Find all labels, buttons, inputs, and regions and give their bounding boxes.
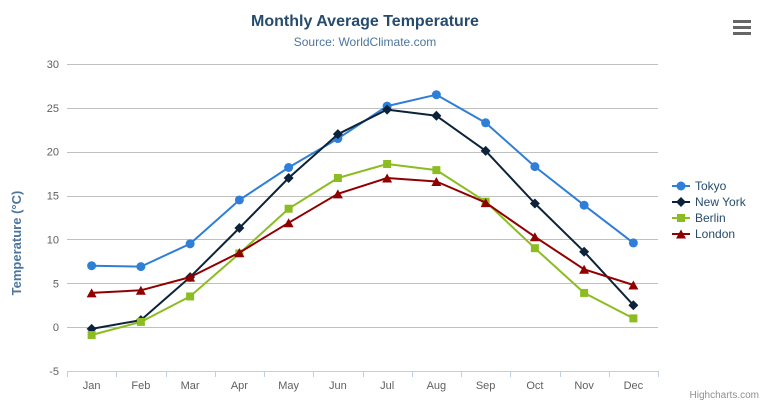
series-marker-london[interactable] — [431, 177, 442, 187]
series-marker-london[interactable] — [579, 264, 590, 274]
x-axis-label: Sep — [476, 380, 496, 392]
series-marker-berlin[interactable] — [629, 314, 638, 323]
x-axis-label: Jun — [329, 380, 347, 392]
hamburger-icon — [733, 26, 751, 29]
series-line-tokyo — [90, 93, 635, 268]
series-marker-new-york[interactable] — [579, 246, 590, 257]
series-marker-new-york[interactable] — [283, 173, 294, 184]
series-line-berlin — [90, 163, 635, 336]
series-marker-berlin[interactable] — [87, 331, 96, 340]
x-axis-label: Aug — [427, 380, 447, 392]
x-axis-label: Apr — [231, 380, 248, 392]
series-marker-berlin[interactable] — [432, 166, 441, 175]
series-marker-london[interactable] — [135, 285, 146, 295]
series-marker-tokyo[interactable] — [481, 118, 491, 128]
chart-title: Monthly Average Temperature — [251, 13, 479, 30]
series-marker-new-york[interactable] — [234, 223, 245, 234]
x-axis-label: Dec — [624, 380, 644, 392]
series-marker-tokyo[interactable] — [185, 239, 195, 249]
legend-symbol-marker — [676, 197, 686, 207]
series-marker-tokyo[interactable] — [136, 262, 146, 272]
series-marker-new-york[interactable] — [382, 104, 393, 115]
legend-label: London — [695, 227, 736, 241]
legend-symbol-marker — [677, 214, 685, 222]
series-marker-london[interactable] — [332, 189, 343, 199]
legend-label: Berlin — [695, 211, 726, 225]
series-marker-new-york[interactable] — [480, 145, 491, 156]
series-marker-new-york[interactable] — [529, 198, 540, 209]
y-axis-label: 25 — [47, 103, 59, 115]
export-menu-button[interactable] — [733, 20, 751, 35]
legend-label: Tokyo — [695, 179, 727, 193]
series-marker-berlin[interactable] — [284, 204, 293, 213]
y-axis-label: 0 — [53, 322, 59, 334]
legend-item-tokyo[interactable]: Tokyo — [672, 178, 746, 194]
circle-icon — [672, 181, 690, 191]
credits-link[interactable]: Highcharts.com — [689, 390, 759, 401]
series-marker-london[interactable] — [185, 272, 196, 282]
series-marker-tokyo[interactable] — [431, 90, 441, 100]
x-axis-label: Feb — [131, 380, 150, 392]
series-marker-tokyo[interactable] — [87, 261, 97, 271]
series-marker-london[interactable] — [86, 288, 97, 298]
legend-symbol-marker — [676, 229, 686, 239]
series-marker-tokyo[interactable] — [579, 200, 589, 210]
diamond-icon — [672, 197, 690, 207]
hamburger-icon — [733, 20, 751, 23]
y-axis-label: -5 — [49, 366, 59, 378]
series-marker-new-york[interactable] — [431, 110, 442, 121]
legend-item-berlin[interactable]: Berlin — [672, 210, 746, 226]
y-axis-label: 15 — [47, 191, 59, 203]
square-icon — [672, 214, 690, 222]
series-marker-london[interactable] — [628, 280, 639, 290]
series-marker-london[interactable] — [283, 218, 294, 228]
legend-label: New York — [695, 195, 746, 209]
legend-symbol-marker — [676, 181, 686, 191]
series-marker-tokyo[interactable] — [530, 162, 540, 172]
series-marker-new-york[interactable] — [628, 300, 639, 311]
y-axis-title: Temperature (°C) — [9, 190, 24, 296]
legend: Tokyo New York Berlin London — [672, 178, 746, 242]
series-marker-berlin[interactable] — [580, 288, 589, 297]
series-marker-london[interactable] — [382, 173, 393, 183]
series-marker-london[interactable] — [529, 232, 540, 242]
series-marker-berlin[interactable] — [530, 244, 539, 253]
y-axis-label: 20 — [47, 147, 59, 159]
hamburger-icon — [733, 32, 751, 35]
series-marker-london[interactable] — [480, 198, 491, 208]
legend-item-london[interactable]: London — [672, 226, 746, 242]
series-line-london — [90, 177, 635, 294]
x-axis-label: Mar — [181, 380, 200, 392]
x-axis-label: Jan — [83, 380, 101, 392]
triangle-icon — [672, 229, 690, 239]
series-marker-new-york[interactable] — [332, 129, 343, 140]
series-marker-tokyo[interactable] — [284, 163, 294, 173]
chart-subtitle: Source: WorldClimate.com — [293, 35, 437, 49]
legend-item-new-york[interactable]: New York — [672, 194, 746, 210]
y-axis-label: 5 — [53, 278, 59, 290]
series-marker-berlin[interactable] — [186, 292, 195, 301]
series-marker-berlin[interactable] — [333, 174, 342, 183]
series-marker-berlin[interactable] — [136, 317, 145, 326]
y-axis-label: 10 — [47, 234, 59, 246]
x-axis-label: Oct — [526, 380, 543, 392]
series-line-new-york — [90, 108, 635, 330]
series-marker-berlin[interactable] — [383, 159, 392, 168]
x-axis-label: Nov — [574, 380, 594, 392]
y-axis-label: 30 — [47, 59, 59, 71]
x-axis-label: Jul — [380, 380, 394, 392]
series-marker-tokyo[interactable] — [628, 238, 638, 248]
series-marker-london[interactable] — [234, 248, 245, 258]
x-axis-label: May — [278, 380, 299, 392]
series-marker-tokyo[interactable] — [234, 195, 244, 205]
